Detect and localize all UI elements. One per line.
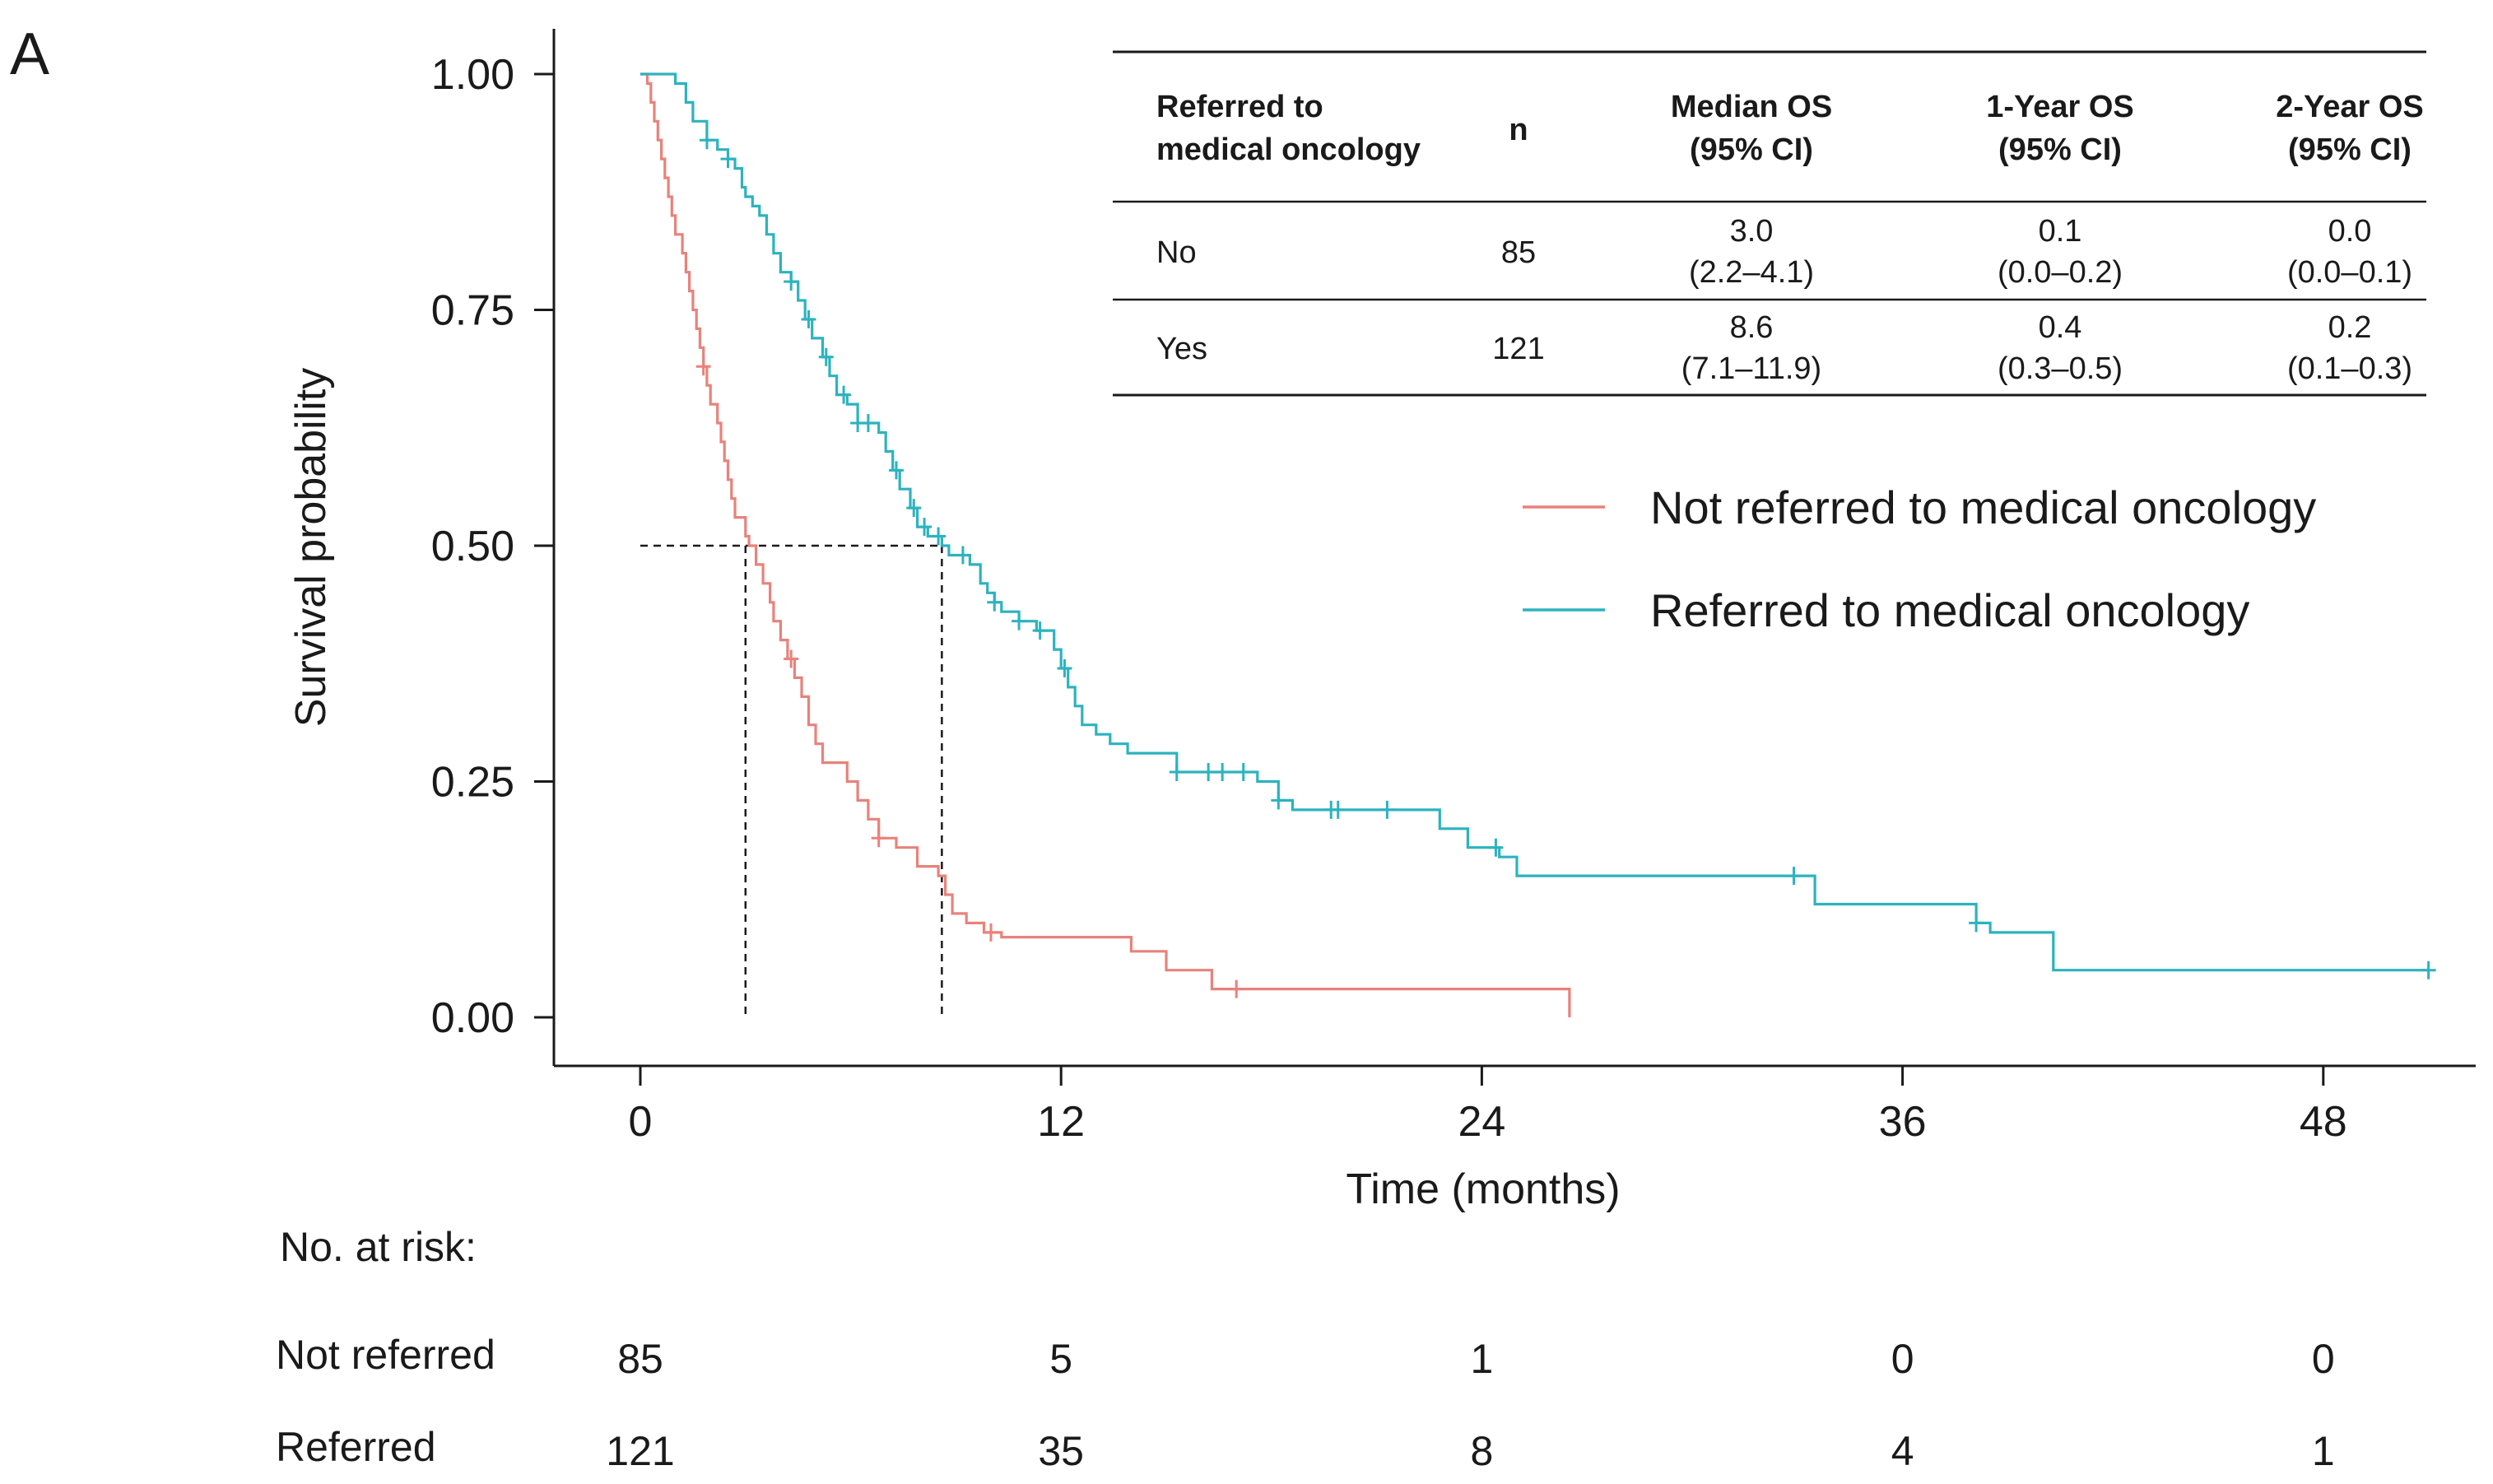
table-cell: 3.0 [1730,214,1774,249]
y-tick-label: 0.25 [431,759,514,807]
table-cell: 8.6 [1730,310,1774,345]
table-header-cell: 1-Year OS [1986,90,2134,124]
risk-row-label: Not referred [276,1332,495,1378]
risk-row-label: Referred [276,1424,436,1470]
panel-label: A [10,21,49,87]
risk-value: 0 [1891,1336,1914,1382]
risk-value: 35 [1038,1428,1084,1474]
plot-area: 0.00 0.25 0.50 0.75 1.00 0 12 24 36 48 Time (month… [287,29,2476,1213]
table-cell: 0.1 [2039,214,2082,249]
table-cell: (0.0–0.1) [2287,255,2412,290]
x-axis-title: Time (months) [1346,1165,1620,1213]
legend-label: Not referred to medical oncology [1650,481,2316,533]
risk-value: 4 [1891,1428,1914,1474]
table-cell: Yes [1156,332,1207,366]
table-cell: (0.1–0.3) [2287,351,2412,386]
y-tick-label: 0.00 [431,994,514,1042]
table-header-cell: 2-Year OS [2276,90,2424,124]
table-header-cell: (95% CI) [1998,133,2122,167]
x-tick-label: 12 [1037,1098,1085,1146]
risk-value: 1 [2312,1428,2335,1474]
risk-value: 0 [2312,1336,2335,1382]
table-cell: (7.1–11.9) [1681,351,1821,386]
table-cell: 121 [1492,332,1544,366]
table-header-cell: (95% CI) [2288,133,2412,167]
risk-value: 8 [1470,1428,1493,1474]
y-tick-label: 0.75 [431,287,514,335]
risk-value: 121 [606,1428,674,1474]
table-cell: No [1156,235,1197,270]
legend-label: Referred to medical oncology [1650,584,2249,636]
table-cell: 85 [1501,235,1536,270]
table-header-cell: Referred to [1156,90,1323,124]
table-cell: (2.2–4.1) [1689,255,1814,290]
y-tick-label: 0.50 [431,523,514,570]
table-header-cell: (95% CI) [1690,133,1813,167]
risk-table-title: No. at risk: [280,1224,477,1270]
table-cell: 0.4 [2039,310,2082,345]
x-tick-label: 24 [1458,1098,1505,1146]
x-tick-label: 36 [1879,1098,1927,1146]
table-cell: (0.0–0.2) [1998,255,2123,290]
risk-value: 1 [1470,1336,1493,1382]
x-tick-label: 48 [2300,1098,2347,1146]
risk-value: 5 [1049,1336,1072,1382]
risk-value: 85 [617,1336,663,1382]
y-axis-title: Survival probability [287,368,335,727]
survival-curve-not_referred [640,72,1571,1017]
table-cell: (0.3–0.5) [1998,351,2123,386]
table-header-cell: n [1509,113,1528,147]
table-cell: 0.0 [2328,214,2372,249]
y-tick-label: 1.00 [431,51,514,99]
table-header-cell: Median OS [1671,90,1832,124]
summary-table: Referred to medical oncology n Median OS (95… [1113,50,2426,397]
risk-table: No. at risk: Not referred 85 5 1 0 0 Referred 12… [276,1224,2335,1474]
legend: Not referred to medical oncology Referred… [1523,481,2316,636]
table-header-cell: medical oncology [1156,133,1421,167]
table-cell: 0.2 [2328,310,2372,345]
x-tick-label: 0 [629,1098,653,1146]
